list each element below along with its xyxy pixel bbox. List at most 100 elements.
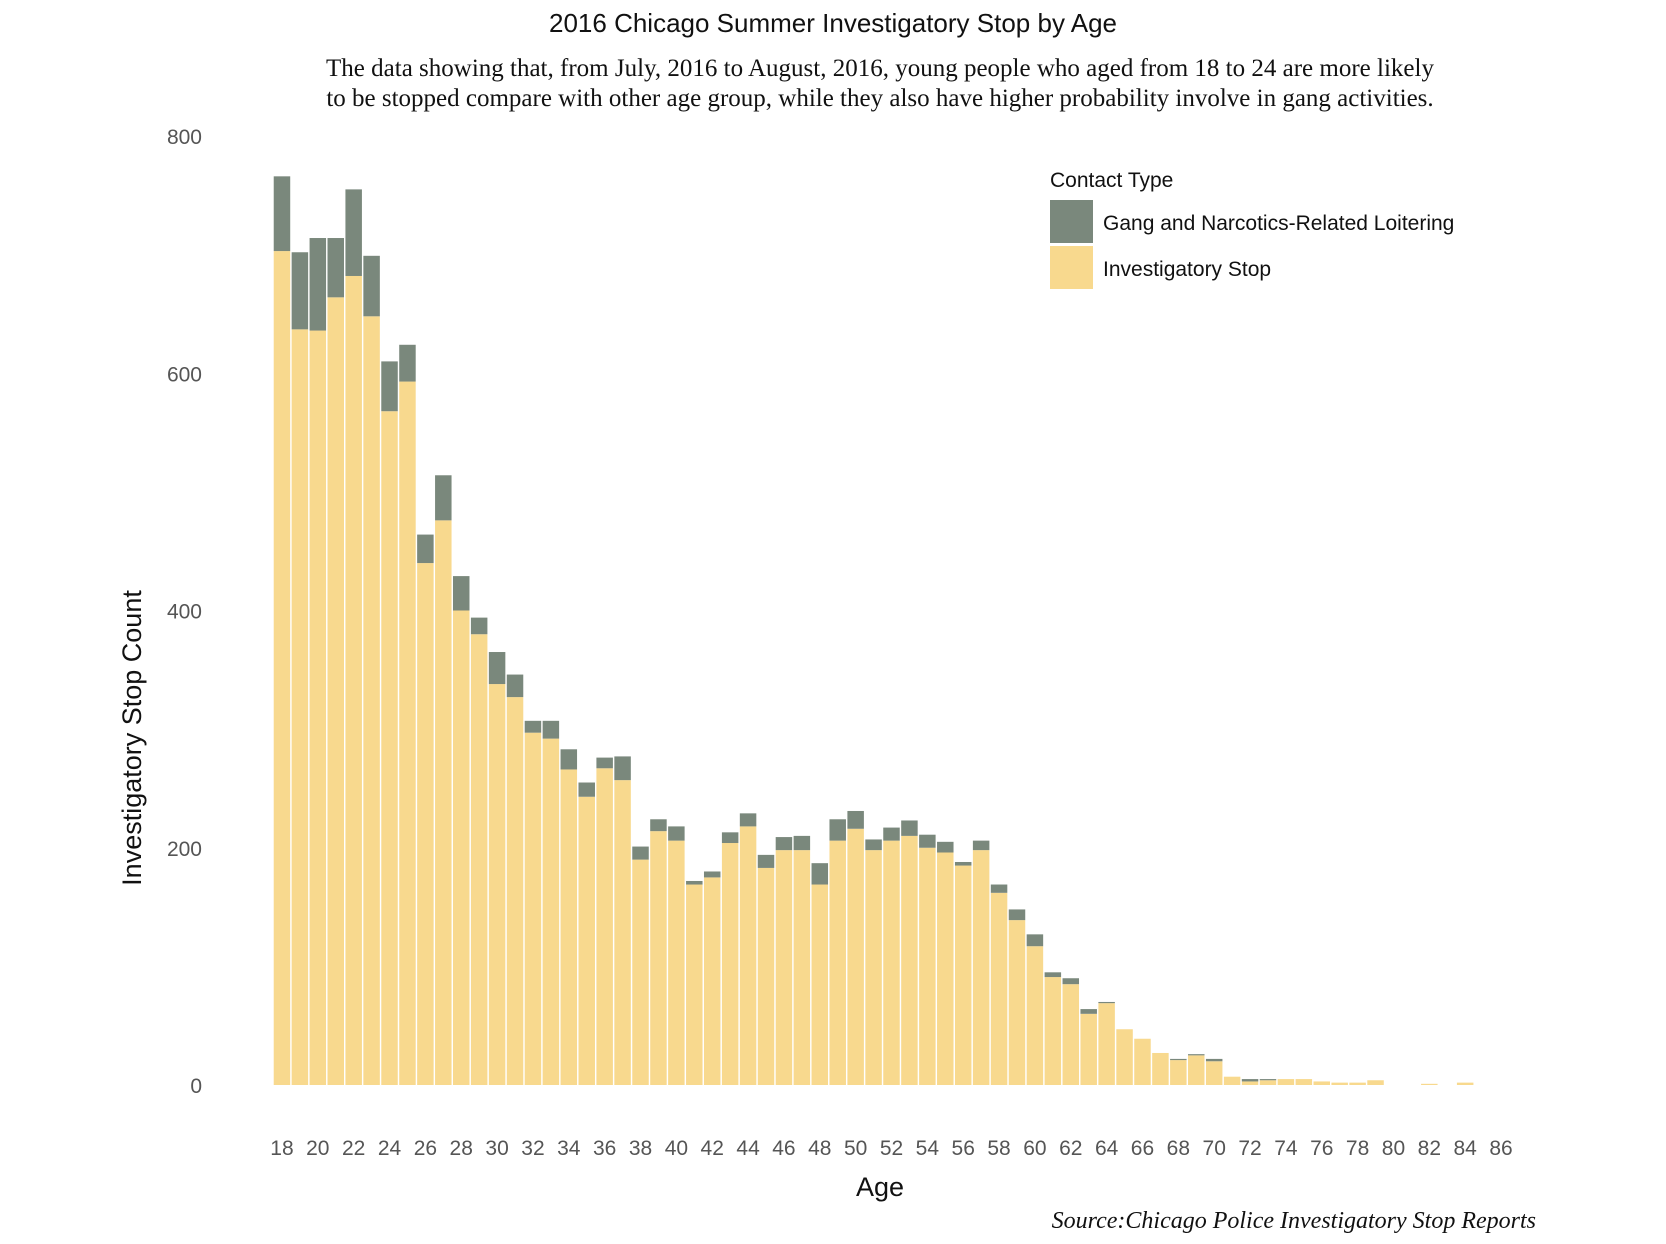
bar-investigatory-age-40	[668, 840, 685, 1085]
x-tick-label-84: 84	[1454, 1137, 1478, 1160]
bar-investigatory-age-69	[1188, 1055, 1205, 1085]
bar-gang-age-33	[542, 720, 560, 739]
x-tick-label-52: 52	[880, 1137, 903, 1160]
bar-gang-age-25	[399, 344, 416, 382]
bar-investigatory-age-54	[919, 847, 936, 1085]
subtitle-line-1: The data showing that, from July, 2016 t…	[326, 55, 1434, 82]
bar-gang-age-46	[775, 837, 793, 851]
bar-gang-age-20	[309, 238, 327, 331]
x-tick-label-50: 50	[844, 1137, 867, 1160]
y-axis-title: Investigatory Stop Count	[117, 590, 147, 886]
bar-gang-age-52	[883, 827, 900, 841]
bar-investigatory-age-41	[686, 884, 703, 1085]
bar-investigatory-age-77	[1331, 1082, 1348, 1085]
bar-gang-age-57	[972, 840, 990, 851]
x-tick-label-18: 18	[270, 1137, 293, 1160]
bar-gang-age-41	[686, 880, 703, 885]
bar-investigatory-age-39	[650, 831, 667, 1085]
bar-investigatory-age-57	[972, 850, 990, 1085]
x-tick-label-46: 46	[772, 1137, 795, 1160]
bar-investigatory-age-65	[1116, 1029, 1133, 1085]
y-tick-label-800: 800	[167, 126, 202, 149]
bar-gang-age-50	[847, 810, 864, 829]
bar-gang-age-27	[435, 475, 452, 521]
x-tick-label-26: 26	[414, 1137, 437, 1160]
bar-investigatory-age-44	[739, 826, 757, 1085]
x-tick-label-86: 86	[1489, 1137, 1512, 1160]
bar-investigatory-age-42	[703, 877, 721, 1085]
x-tick-label-80: 80	[1382, 1137, 1405, 1160]
x-tick-label-58: 58	[987, 1137, 1010, 1160]
bar-investigatory-age-18	[273, 251, 291, 1085]
bar-gang-age-31	[506, 674, 524, 698]
bar-investigatory-age-20	[309, 330, 327, 1085]
bar-gang-age-47	[793, 835, 811, 851]
bar-investigatory-age-29	[470, 634, 488, 1085]
y-tick-label-600: 600	[167, 363, 202, 386]
x-tick-label-70: 70	[1203, 1137, 1226, 1160]
bar-investigatory-age-73	[1259, 1080, 1277, 1085]
bar-gang-age-54	[919, 834, 936, 848]
bar-investigatory-age-22	[345, 275, 362, 1086]
bar-investigatory-age-84	[1456, 1082, 1474, 1085]
bar-gang-age-56	[954, 861, 972, 866]
y-axis-ticks: 0 200 400 600 800	[167, 126, 202, 1098]
bar-investigatory-age-74	[1277, 1079, 1295, 1085]
bar-investigatory-age-78	[1349, 1082, 1366, 1085]
bar-investigatory-age-75	[1295, 1079, 1313, 1085]
bar-gang-age-44	[739, 813, 757, 827]
bar-gang-age-35	[578, 782, 595, 797]
x-tick-label-48: 48	[808, 1137, 831, 1160]
bar-investigatory-age-49	[829, 840, 846, 1085]
legend-label-gang: Gang and Narcotics-Related Loitering	[1103, 212, 1454, 235]
bar-gang-age-42	[703, 871, 721, 878]
bar-gang-age-73	[1259, 1079, 1277, 1081]
chart-subtitle: The data showing that, from July, 2016 t…	[160, 54, 1600, 114]
bar-gang-age-18	[273, 176, 291, 252]
legend-label-investigatory: Investigatory Stop	[1103, 258, 1271, 281]
x-tick-label-30: 30	[485, 1137, 508, 1160]
x-tick-label-44: 44	[736, 1137, 760, 1160]
bar-investigatory-age-37	[614, 780, 631, 1085]
bar-investigatory-age-76	[1313, 1081, 1330, 1085]
x-tick-label-76: 76	[1310, 1137, 1333, 1160]
bar-investigatory-age-32	[524, 732, 542, 1085]
x-axis-title: Age	[856, 1172, 904, 1202]
bar-investigatory-age-34	[560, 769, 578, 1085]
bar-investigatory-age-19	[291, 329, 309, 1085]
bar-investigatory-age-64	[1098, 1003, 1115, 1085]
bar-gang-age-48	[811, 863, 829, 885]
bar-investigatory-age-23	[363, 316, 380, 1085]
x-tick-label-74: 74	[1274, 1137, 1298, 1160]
bar-gang-age-59	[1008, 909, 1026, 921]
bar-gang-age-60	[1026, 934, 1044, 947]
bar-investigatory-age-72	[1241, 1081, 1259, 1085]
bar-gang-age-63	[1080, 1009, 1097, 1014]
x-tick-label-72: 72	[1238, 1137, 1261, 1160]
x-tick-label-22: 22	[342, 1137, 365, 1160]
bar-investigatory-age-24	[381, 411, 398, 1086]
y-tick-label-0: 0	[190, 1075, 202, 1098]
chart-title: 2016 Chicago Summer Investigatory Stop b…	[549, 8, 1117, 38]
bar-gang-age-69	[1188, 1054, 1205, 1056]
bar-gang-age-45	[757, 854, 775, 868]
x-tick-label-28: 28	[450, 1137, 473, 1160]
bar-investigatory-age-50	[847, 828, 864, 1085]
x-tick-label-68: 68	[1167, 1137, 1190, 1160]
bar-investigatory-age-21	[327, 297, 344, 1086]
bar-investigatory-age-63	[1080, 1013, 1097, 1085]
bar-investigatory-age-68	[1170, 1060, 1187, 1085]
bar-investigatory-age-38	[632, 859, 649, 1085]
legend-title: Contact Type	[1050, 169, 1173, 192]
bar-investigatory-age-30	[488, 684, 506, 1085]
bar-investigatory-age-52	[883, 840, 900, 1085]
bar-investigatory-age-31	[506, 697, 524, 1085]
bar-gang-age-24	[381, 361, 398, 412]
x-tick-label-66: 66	[1131, 1137, 1154, 1160]
bar-investigatory-age-46	[775, 850, 793, 1085]
x-tick-label-54: 54	[916, 1137, 940, 1160]
bar-gang-age-64	[1098, 1001, 1115, 1004]
bar-investigatory-age-82	[1421, 1083, 1438, 1085]
bar-gang-age-49	[829, 819, 846, 841]
